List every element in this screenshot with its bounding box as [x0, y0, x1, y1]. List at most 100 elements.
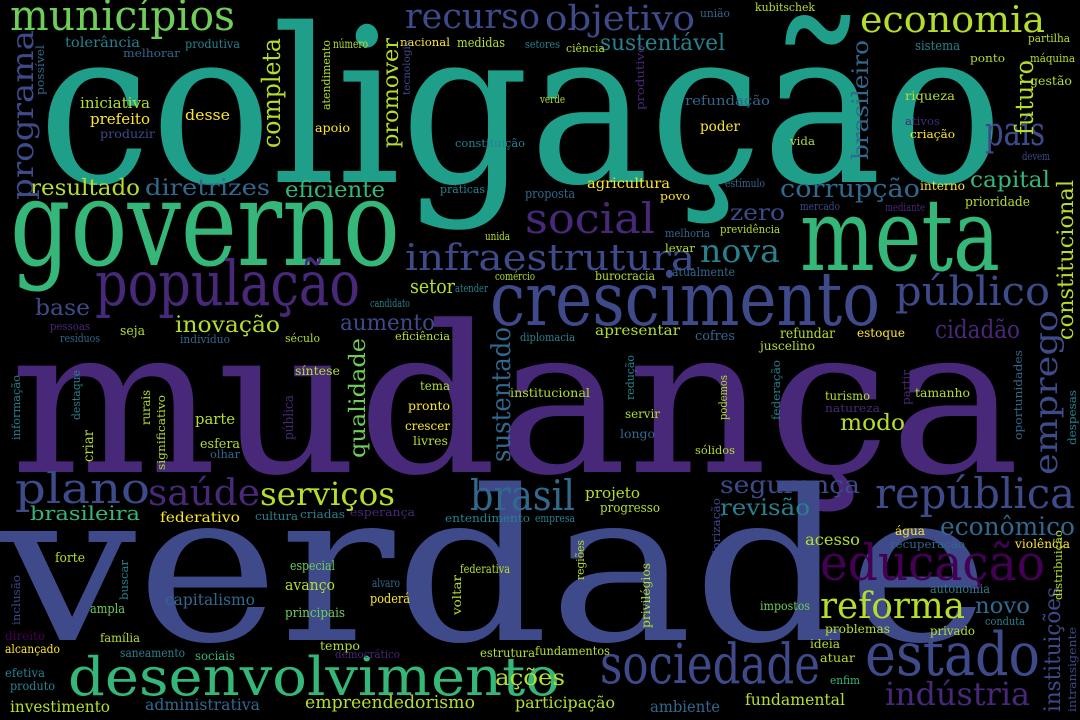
word: vida	[789, 135, 816, 148]
word: burocracia	[595, 269, 655, 283]
word: prefeito	[90, 110, 150, 128]
word: acesso	[805, 530, 860, 549]
word: enfim	[830, 674, 861, 687]
word: sólidos	[695, 444, 735, 457]
word: candidato	[370, 297, 410, 310]
word: devem	[1022, 150, 1050, 163]
word: síntese	[295, 364, 340, 378]
word: estoque	[857, 326, 905, 340]
word: tema	[420, 379, 450, 393]
word: sustentável	[600, 31, 725, 56]
word: setor	[410, 274, 455, 298]
word: impostos	[760, 599, 810, 613]
word: melhorar	[123, 47, 181, 60]
word: econômico	[940, 512, 1075, 541]
word: natureza	[825, 402, 880, 415]
word: água	[895, 524, 925, 538]
word: constitucional	[1054, 180, 1079, 340]
word: inclusão	[10, 575, 23, 625]
word: diretrizes	[145, 176, 270, 201]
word: criação	[910, 128, 955, 141]
word: plano	[15, 464, 150, 513]
word: brasileira	[30, 501, 140, 525]
word: pública	[282, 395, 297, 440]
word: estrutura	[480, 646, 535, 660]
word: segurança	[720, 471, 860, 499]
word: número	[333, 37, 368, 51]
word: ativos	[905, 115, 940, 128]
word: esperança	[350, 506, 415, 519]
word: ponto	[970, 52, 1005, 65]
word: institucional	[510, 386, 590, 400]
word: rurais	[139, 390, 153, 425]
word: país	[985, 109, 1045, 155]
word: constituição	[455, 137, 525, 150]
word: atendimento	[320, 40, 333, 110]
word: destaque	[70, 370, 83, 420]
word: violência	[1014, 537, 1070, 551]
word: apresentar	[595, 323, 680, 339]
word: gestão	[1030, 74, 1072, 88]
word: serviços	[260, 475, 395, 513]
word: república	[875, 469, 1075, 518]
word: kubitschek	[755, 1, 815, 14]
word: diplomacia	[520, 331, 575, 344]
word: completa	[257, 38, 286, 148]
word: investimento	[10, 697, 110, 716]
word: desse	[185, 106, 230, 124]
word: revisão	[720, 496, 810, 521]
word: unida	[485, 230, 510, 243]
word: cidadão	[935, 315, 1020, 344]
word: desenvolvimento	[68, 647, 560, 708]
word: corrupção	[780, 174, 920, 203]
word: ideia	[810, 637, 840, 651]
word: fundamental	[745, 690, 845, 709]
word: base	[35, 296, 90, 321]
word: servir	[625, 407, 660, 421]
word: população	[95, 247, 360, 320]
word: projeto	[585, 484, 640, 502]
word: refundar	[780, 326, 835, 342]
word: crescimento	[490, 255, 880, 343]
word: sociais	[195, 649, 235, 663]
word: governo	[10, 155, 400, 294]
word: eficiência	[395, 330, 450, 343]
word: atualmente	[672, 265, 735, 279]
word: ambiente	[650, 697, 720, 716]
word: avanço	[285, 576, 335, 594]
word: nacional	[400, 36, 451, 49]
word: privilégios	[639, 563, 653, 628]
word: livres	[413, 434, 448, 448]
word: buscar	[118, 559, 131, 600]
word: coligação	[38, 0, 1003, 233]
word: família	[100, 631, 140, 645]
word: comércio	[495, 270, 535, 283]
word: agricultura	[587, 176, 670, 192]
word: zero	[730, 201, 785, 226]
word: autonomia	[930, 582, 990, 596]
word: problemas	[825, 622, 890, 636]
word: tecnologia	[402, 40, 413, 95]
word: economia	[860, 0, 1045, 41]
word: interiorização	[710, 498, 723, 583]
word: redução	[624, 355, 637, 400]
word: efetiva	[5, 666, 45, 680]
word: administrativa	[145, 695, 260, 714]
word: instituições	[1041, 587, 1066, 712]
word: seja	[120, 324, 145, 339]
word: brasileiro	[849, 40, 874, 160]
word: reforma	[820, 586, 965, 627]
word: promover	[379, 38, 404, 148]
word: saúde	[148, 473, 260, 514]
word: produzir	[100, 127, 155, 141]
word: emprego	[1027, 310, 1065, 475]
word: capitalismo	[165, 590, 255, 609]
word: despesas	[1066, 390, 1079, 445]
word: progresso	[600, 501, 660, 516]
word: poder	[700, 119, 740, 135]
word: povo	[660, 190, 690, 203]
word: regiões	[574, 540, 587, 580]
word: democrático	[335, 648, 400, 661]
